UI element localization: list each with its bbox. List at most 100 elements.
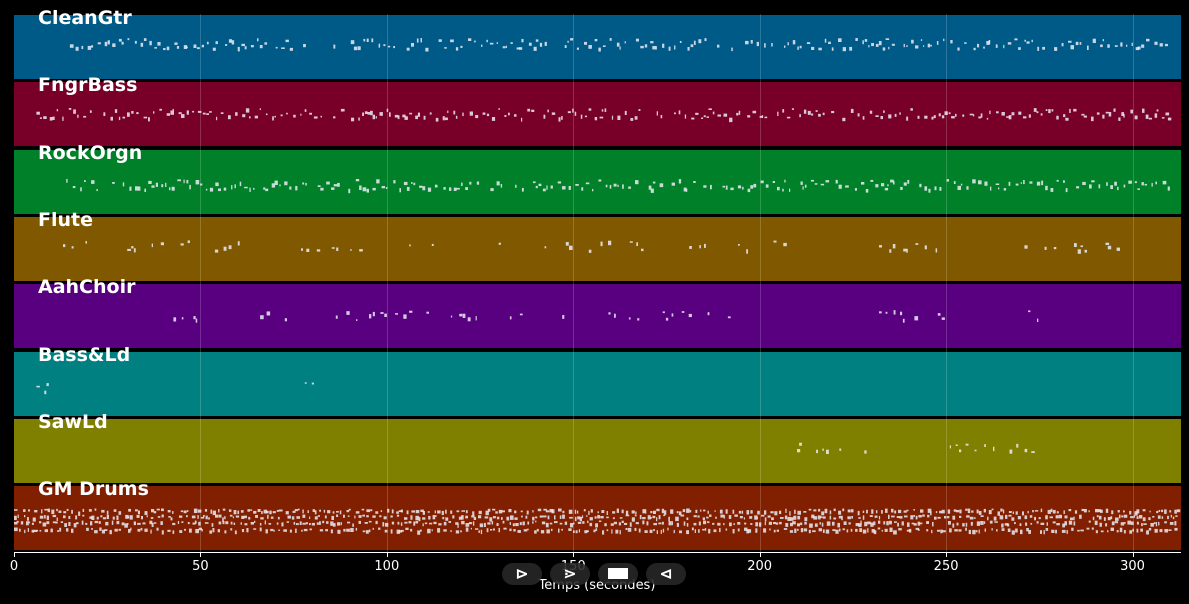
note-mark (101, 529, 105, 534)
note-mark (522, 521, 525, 526)
note-mark (311, 382, 314, 384)
note-mark (1011, 517, 1015, 521)
note-mark (797, 515, 801, 520)
note-mark (911, 522, 915, 525)
note-mark (1030, 522, 1033, 525)
track-lane[interactable]: CleanGtr (14, 7, 1181, 79)
note-mark (767, 515, 771, 518)
note-mark (27, 528, 29, 532)
note-mark (723, 113, 728, 117)
note-mark (612, 517, 615, 520)
note-mark (413, 521, 416, 526)
note-mark (821, 511, 825, 516)
note-mark (259, 108, 261, 111)
note-mark (159, 109, 162, 111)
track-lane[interactable]: RockOrgn (14, 142, 1181, 214)
note-mark (1137, 187, 1140, 190)
note-mark (746, 510, 750, 515)
back-button[interactable]: ⊲ (646, 563, 686, 585)
note-mark (470, 527, 472, 530)
note-mark (124, 523, 128, 528)
note-mark (358, 117, 360, 121)
note-mark (1088, 510, 1090, 513)
track-lane[interactable]: GM Drums (14, 478, 1181, 551)
note-mark (879, 311, 882, 314)
note-mark (693, 522, 697, 526)
play-button[interactable]: ⊳ (502, 563, 542, 585)
note-mark (898, 528, 902, 531)
note-mark (196, 47, 200, 50)
note-mark (802, 185, 804, 190)
note-mark (427, 528, 431, 534)
note-mark (1024, 245, 1028, 249)
note-mark (317, 515, 320, 517)
note-mark (951, 116, 955, 119)
note-mark (533, 180, 536, 183)
note-mark (1052, 509, 1056, 514)
note-mark (725, 509, 728, 514)
note-mark (356, 319, 358, 322)
note-mark (230, 521, 233, 525)
note-mark (1045, 109, 1048, 112)
note-mark (276, 522, 279, 525)
track-name: GM Drums (38, 478, 149, 501)
track-lane[interactable]: AahChoir (14, 276, 1181, 349)
note-mark (653, 529, 655, 532)
note-mark (1155, 181, 1157, 184)
note-mark (1063, 179, 1065, 183)
note-mark (803, 109, 807, 115)
note-mark (545, 510, 550, 513)
track-lane[interactable]: SawLd (14, 411, 1181, 483)
note-mark (660, 115, 663, 119)
note-mark (1083, 509, 1087, 513)
note-mark (881, 529, 883, 532)
note-mark (1103, 517, 1106, 521)
note-mark (193, 508, 198, 514)
note-mark (695, 509, 698, 514)
note-mark (1022, 511, 1024, 516)
note-mark (611, 529, 613, 534)
note-mark (792, 521, 796, 525)
note-mark (299, 521, 302, 526)
track-lane[interactable]: Bass&Ld (14, 344, 1181, 416)
stop-button[interactable] (598, 563, 638, 585)
note-mark (969, 113, 974, 116)
note-mark (547, 515, 550, 520)
note-mark (689, 245, 692, 249)
note-mark (558, 528, 560, 533)
note-mark (141, 516, 143, 520)
x-tick (573, 552, 575, 557)
note-mark (519, 313, 523, 316)
note-mark (842, 528, 845, 531)
note-mark (915, 515, 918, 520)
note-mark (298, 508, 300, 511)
track-notes (66, 178, 1170, 193)
note-mark (650, 517, 652, 519)
note-mark (34, 510, 38, 513)
note-mark (867, 521, 871, 525)
note-mark (797, 448, 801, 453)
note-mark (541, 521, 546, 525)
note-mark (169, 186, 171, 190)
note-mark (1169, 510, 1172, 513)
note-mark (222, 508, 226, 511)
track-lane[interactable]: FngrBass (14, 74, 1181, 147)
note-mark (934, 516, 937, 520)
note-mark (396, 514, 400, 517)
note-mark (1011, 530, 1015, 535)
note-mark (1169, 522, 1174, 525)
note-mark (797, 510, 801, 515)
track-lane[interactable]: Flute (14, 209, 1181, 281)
note-mark (284, 318, 287, 322)
note-mark (848, 522, 851, 525)
note-mark (368, 529, 371, 533)
note-mark (261, 511, 263, 515)
note-mark (586, 530, 589, 533)
note-mark (372, 187, 376, 190)
note-mark (955, 510, 960, 513)
note-mark (354, 515, 356, 519)
note-mark (697, 515, 700, 518)
forward-button[interactable]: ⋗ (550, 563, 590, 585)
note-mark (60, 521, 64, 524)
note-mark (547, 109, 549, 113)
